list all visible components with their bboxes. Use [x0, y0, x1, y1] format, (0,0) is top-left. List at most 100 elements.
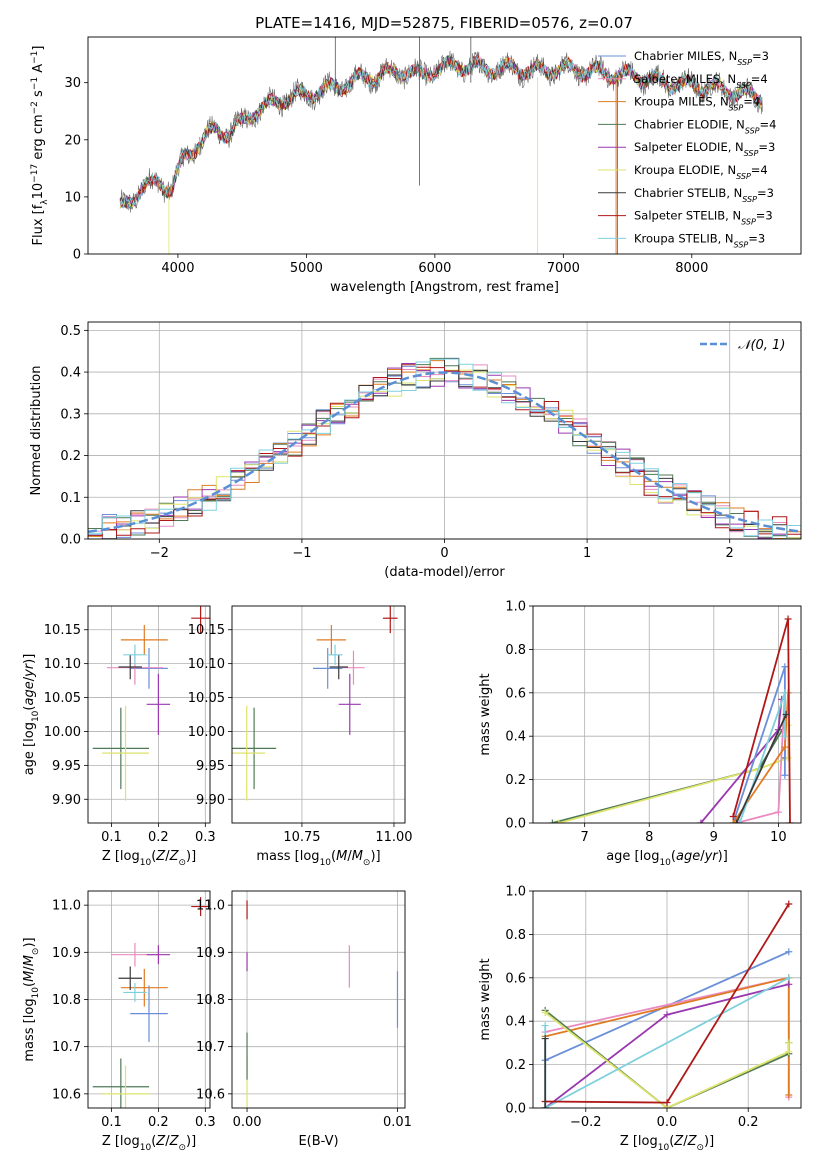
y-axis-label: age [log10(age/yr)]	[22, 654, 41, 776]
legend-tail: =3	[752, 49, 769, 63]
y-axis-label: Flux [fλ10−17 erg cm−2 s−1 A−1]	[30, 46, 50, 246]
y-tick-label: 9.90	[196, 793, 225, 808]
x-tick-label: 0.01	[383, 1115, 412, 1130]
y-tick-label: 0.2	[505, 773, 526, 788]
x-tick-label: 2	[726, 546, 734, 561]
legend-label-chabrier_miles: Chabrier MILES, NSSP=3	[634, 49, 769, 67]
plot-area	[548, 615, 794, 823]
legend-text: Chabrier MILES, N	[634, 49, 737, 63]
y-tick-label: 0.4	[505, 1015, 526, 1030]
y-tick-label: 10.15	[44, 623, 81, 638]
x-tick-label: −1	[292, 546, 311, 561]
x-tick-label: 0.1	[101, 1115, 122, 1130]
legend-label-kroupa_stelib: Kroupa STELIB, NSSP=3	[634, 231, 765, 249]
label-part: −17	[30, 164, 40, 183]
label-part: /	[165, 1134, 170, 1149]
x-tick-label: 7	[581, 830, 589, 845]
legend-sub: SSP	[736, 172, 751, 181]
y-tick-label: 0.8	[505, 928, 526, 943]
mass-vs-z-axes: 0.1 0.2 0.310.610.710.810.911.0Z [log10(Z/…	[22, 890, 216, 1153]
legend-text: Chabrier ELODIE, N	[634, 117, 745, 131]
legend-sub: SSP	[736, 80, 751, 89]
label-part: A	[31, 64, 46, 77]
label-part: Z	[673, 1134, 684, 1149]
label-part: )]	[370, 849, 380, 864]
label-part: mass [log	[22, 998, 37, 1061]
y-tick-label: 0.2	[505, 1058, 526, 1073]
y-tick-label: 0.5	[60, 324, 81, 339]
label-part: s	[31, 90, 46, 101]
age-vs-z-axes: 0.1 0.2 0.3 9.90 9.95 10.00 10.05 10.10 10.15 Z […	[22, 605, 216, 868]
y-axis-label: Normed distribution	[29, 366, 44, 496]
label-part: (	[669, 1134, 674, 1149]
label-part: )]	[704, 1134, 714, 1149]
weight-line-chabrier_stelib	[735, 714, 787, 823]
label-part: (	[671, 849, 676, 864]
weight-marker-salpeter_stelib	[663, 1099, 671, 1107]
label-part: Z [log	[102, 1134, 140, 1149]
legend-label-chabrier_elodie: Chabrier ELODIE, NSSP=4	[634, 117, 776, 135]
label-part: ⊙	[363, 858, 371, 868]
y-tick-label: 10.6	[196, 1087, 225, 1102]
y-tick-label: 10.7	[52, 1040, 81, 1055]
label-part: 10	[31, 987, 41, 999]
weight-marker-kroupa_elodie	[541, 1009, 549, 1017]
x-tick-label: 0.2	[738, 1115, 759, 1130]
x-axis-label: mass [log10(M/M⊙)]	[256, 849, 380, 868]
x-tick-label: 10.75	[283, 830, 320, 845]
label-part: (	[151, 1134, 156, 1149]
plot-area	[246, 900, 399, 1108]
label-part: 10	[31, 183, 46, 200]
legend-label-kroupa_elodie: Kroupa ELODIE, NSSP=4	[634, 163, 768, 181]
y-tick-label: 10	[64, 190, 81, 205]
weight-marker-kroupa_stelib	[785, 974, 793, 982]
weight-marker-salpeter_elodie	[697, 819, 705, 823]
x-tick-label: 4000	[161, 261, 194, 276]
weight-marker-kroupa_stelib	[541, 1022, 549, 1030]
y-tick-label: 9.90	[52, 793, 81, 808]
weight-marker-kroupa_stelib	[781, 689, 789, 697]
x-tick-label: 0	[440, 546, 448, 561]
y-tick-label: 0.6	[505, 686, 526, 701]
y-tick-label: 20	[64, 133, 81, 148]
weight-vs-z-axes: −0.2 0.0 0.20.00.20.40.60.81.0Z [log10(Z/Z…	[478, 885, 802, 1153]
weight-marker-chabrier_stelib	[541, 1035, 549, 1043]
model-spectrum-kroupa_stelib	[119, 55, 763, 207]
weight-marker-kroupa_miles	[781, 743, 789, 751]
legend-tail: =3	[758, 140, 775, 154]
label-part: )]	[718, 849, 728, 864]
y-tick-label: 10.10	[44, 657, 81, 672]
label-part: /	[165, 849, 170, 864]
plot-area	[92, 606, 210, 801]
x-axis-label: Z [log10(Z/Z⊙)]	[102, 1134, 196, 1153]
y-tick-label: 0.0	[60, 533, 81, 548]
legend-sub: SSP	[734, 240, 749, 249]
weight-marker-kroupa_miles	[785, 1091, 793, 1099]
weight-marker-chabrier_elodie	[548, 819, 556, 823]
label-part: −1	[30, 77, 40, 90]
age-vs-mass-axes: 10.75 11.00 9.90 9.95 10.00 10.05 10.10 10.15 ma…	[188, 605, 413, 868]
legend-text: Kroupa MILES, N	[634, 95, 729, 109]
x-tick-label: 0.3	[195, 830, 216, 845]
label-part: )]	[186, 1134, 196, 1149]
x-tick-label: 0.00	[233, 1115, 262, 1130]
label-part: M	[22, 955, 37, 966]
label-part: /	[22, 676, 37, 681]
legend-label-kroupa_miles: Kroupa MILES, NSSP=4	[634, 95, 760, 113]
legend-sub: SSP	[741, 217, 756, 226]
label-part: M	[22, 971, 37, 982]
label-part: Z	[169, 1134, 180, 1149]
legend-tail: =3	[756, 209, 773, 223]
x-axis-label: wavelength [Angstrom, rest frame]	[330, 280, 559, 295]
mass-vs-ebv-axes: 0.00 0.01 10.6 10.7 10.8 10.9 11.0 E(B-V)	[196, 890, 412, 1149]
label-part: 10	[320, 858, 332, 868]
label-part: /	[347, 849, 352, 864]
label-part: Z	[155, 1134, 166, 1149]
y-axis-label: mass weight	[478, 673, 493, 755]
y-tick-label: 10.7	[196, 1040, 225, 1055]
label-part: Z	[687, 1134, 698, 1149]
legend-sub: SSP	[737, 58, 752, 67]
weight-marker-salpeter_stelib	[786, 819, 794, 823]
histogram-kroupa_stelib	[88, 358, 801, 539]
